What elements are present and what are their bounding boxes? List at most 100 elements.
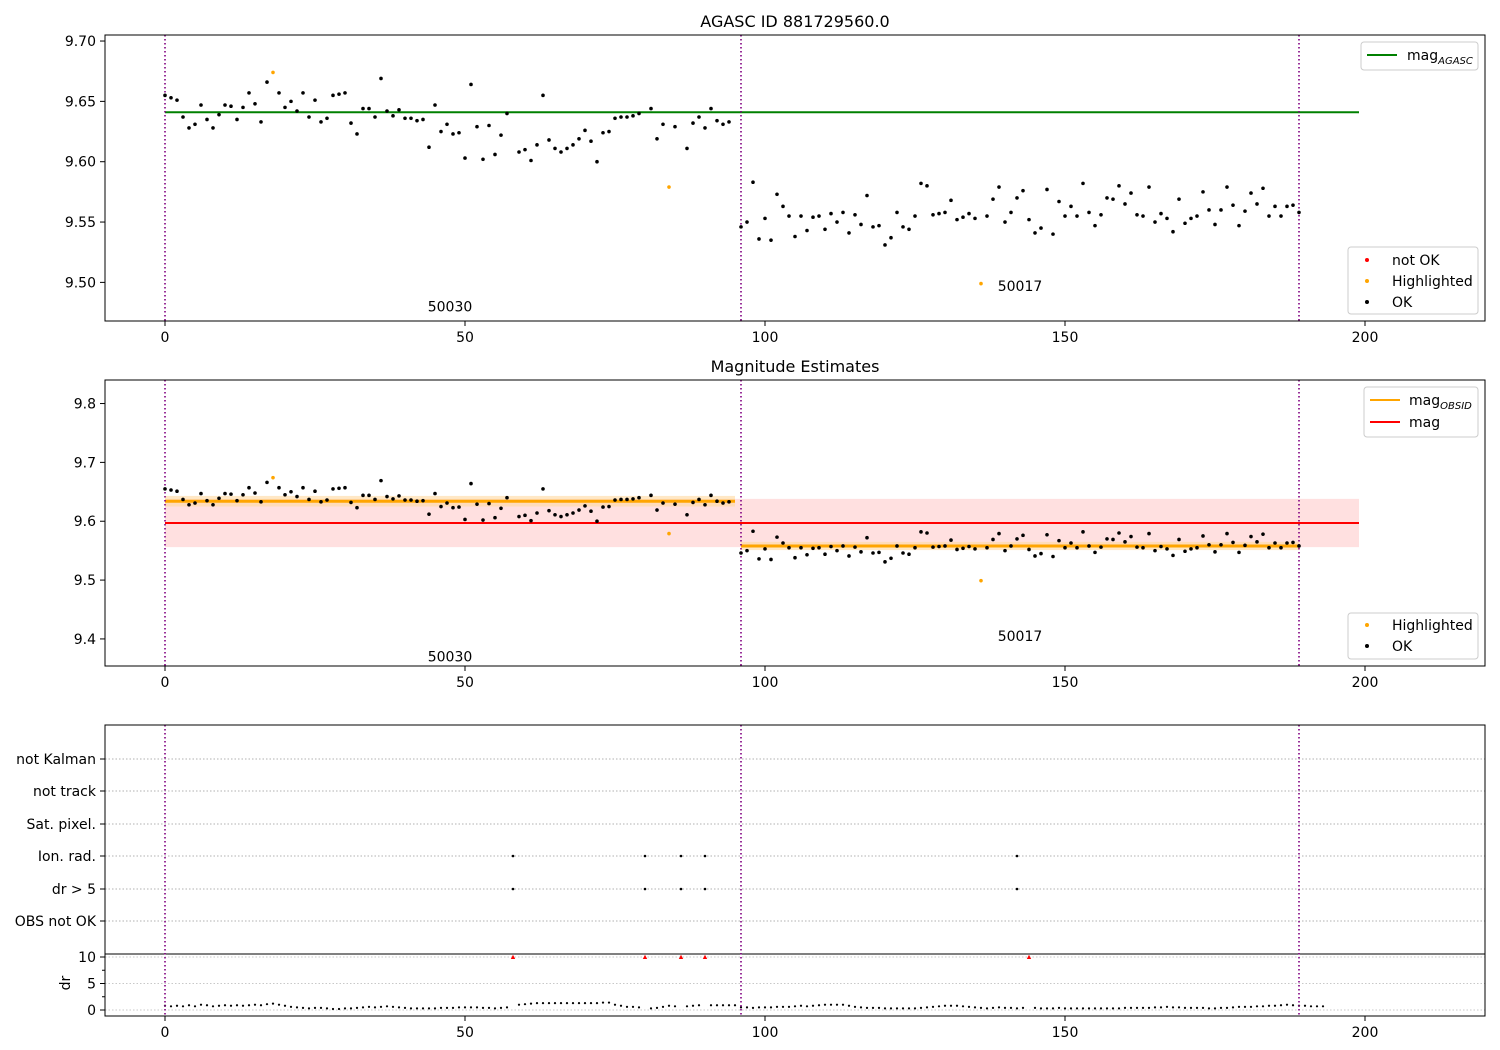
dr-point	[1003, 1006, 1007, 1009]
data-point-ok	[1129, 191, 1133, 195]
data-point-ok	[559, 514, 563, 519]
flag-marker	[1015, 887, 1019, 891]
data-point-ok	[583, 504, 587, 508]
dr-point	[757, 1006, 761, 1009]
data-point-ok	[883, 243, 887, 247]
data-point-ok	[637, 495, 641, 500]
data-point-ok	[1213, 550, 1217, 554]
data-point-ok	[1273, 541, 1277, 545]
legend-label: magOBSID	[1409, 393, 1472, 412]
data-point-ok	[787, 545, 791, 550]
data-point-ok	[715, 499, 719, 504]
dr-point	[793, 1005, 797, 1008]
data-point-ok	[1165, 547, 1169, 551]
data-point-ok	[1153, 220, 1157, 224]
dr-point	[1201, 1006, 1205, 1009]
dr-point	[313, 1006, 317, 1009]
data-point-ok	[553, 512, 557, 517]
data-point-ok	[907, 552, 911, 556]
data-point-ok	[385, 494, 389, 499]
data-point-ok	[169, 488, 173, 492]
data-point-ok	[697, 115, 701, 119]
obsid-label: 50030	[428, 650, 473, 666]
data-point-ok	[493, 152, 497, 157]
data-point-ok	[655, 136, 659, 141]
dr-point	[517, 1003, 521, 1006]
data-point-ok	[397, 108, 401, 112]
data-point-ok	[913, 545, 917, 550]
data-point-ok	[163, 93, 167, 98]
dr-point	[427, 1007, 431, 1010]
data-point-ok	[1147, 185, 1151, 189]
legend-box	[1360, 41, 1479, 71]
data-point-ok	[961, 546, 965, 551]
data-point-ok	[1297, 544, 1301, 548]
dr-point	[973, 1006, 977, 1009]
dr-point	[199, 1003, 203, 1006]
dr-point	[1087, 1007, 1091, 1010]
data-point-ok	[481, 518, 485, 522]
flag-row-label: Sat. pixel.	[27, 817, 96, 833]
data-point-ok	[541, 93, 545, 98]
dr-point	[613, 1003, 617, 1006]
data-point-ok	[181, 115, 185, 119]
data-point-ok	[379, 76, 383, 81]
data-point-ok	[259, 120, 263, 124]
data-point-ok	[1285, 541, 1289, 545]
dr-point	[529, 1002, 533, 1005]
dr-point	[409, 1007, 413, 1010]
data-point-ok	[1249, 191, 1253, 195]
dr-point	[1117, 1007, 1121, 1010]
data-point-ok	[895, 210, 899, 215]
dr-point	[1231, 1006, 1235, 1009]
dr-point	[1081, 1007, 1085, 1010]
dr-point	[253, 1003, 257, 1006]
data-point-ok	[1123, 540, 1127, 544]
data-point-ok	[187, 502, 191, 507]
data-point-ok	[415, 118, 419, 123]
dr-point	[829, 1003, 833, 1006]
data-point-ok	[769, 238, 773, 242]
dr-point	[1183, 1006, 1187, 1009]
dr-point	[1315, 1005, 1319, 1008]
dr-point	[1159, 1006, 1163, 1009]
data-point-ok	[409, 498, 413, 502]
data-point-ok	[973, 547, 977, 551]
data-point-ok	[673, 502, 677, 506]
data-point-ok	[337, 486, 341, 491]
data-point-ok	[889, 235, 893, 240]
data-point-ok	[1195, 214, 1199, 218]
dr-point	[937, 1005, 941, 1008]
data-point-ok	[721, 501, 725, 505]
data-point-ok	[703, 126, 707, 130]
data-point-ok	[487, 123, 491, 128]
data-point-ok	[811, 215, 815, 220]
data-point-ok	[1045, 532, 1049, 537]
data-point-ok	[955, 217, 959, 222]
data-point-ok	[205, 117, 209, 122]
data-point-ok	[871, 551, 875, 555]
data-point-ok	[385, 109, 389, 113]
dr-point	[1285, 1003, 1289, 1006]
data-point-ok	[1135, 213, 1139, 217]
data-point-ok	[433, 491, 437, 496]
dr-point	[697, 1004, 701, 1007]
legend-label-main: mag	[1409, 393, 1440, 409]
data-point-ok	[1267, 214, 1271, 218]
data-point-ok	[1003, 548, 1007, 553]
data-point-ok	[853, 213, 857, 217]
data-point-ok	[1111, 537, 1115, 542]
data-point-ok	[691, 500, 695, 505]
legend-marker-not-ok	[1365, 258, 1369, 262]
data-point-ok	[235, 498, 239, 503]
data-point-ok	[289, 99, 293, 104]
data-point-ok	[967, 211, 971, 216]
data-point-ok	[775, 535, 779, 539]
data-point-highlighted	[271, 70, 275, 75]
data-point-ok	[295, 109, 299, 113]
data-point-ok	[985, 545, 989, 550]
data-point-ok	[187, 126, 191, 130]
dr-point	[415, 1007, 419, 1010]
legend-label-subscript: OBSID	[1440, 401, 1472, 412]
dr-point	[379, 1005, 383, 1008]
